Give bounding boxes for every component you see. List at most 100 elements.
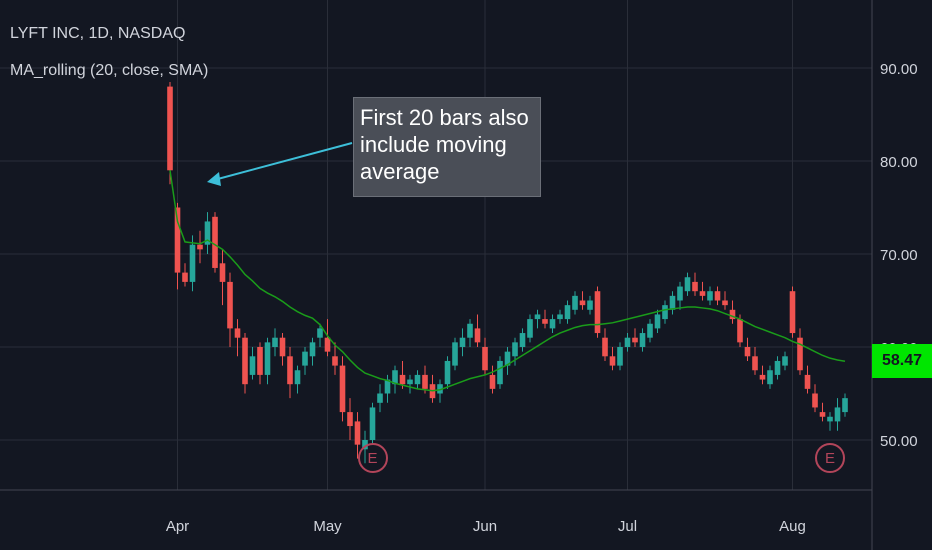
candle-body: [639, 333, 646, 347]
candle-body: [519, 333, 526, 347]
candle-body: [602, 337, 608, 357]
candle-body: [384, 379, 391, 394]
candle-body: [339, 365, 346, 413]
candle-body: [669, 295, 676, 310]
y-tick-label: 70.00: [880, 247, 918, 264]
candle-body: [317, 328, 323, 338]
candle-body: [662, 305, 668, 320]
candle-body: [414, 374, 421, 385]
candle-body: [527, 319, 533, 338]
candle-body: [437, 384, 443, 394]
candle-body: [219, 263, 226, 282]
annotation-callout[interactable]: First 20 bars also include moving averag…: [353, 97, 541, 197]
symbol-title: LYFT INC, 1D, NASDAQ: [10, 25, 186, 42]
candle-body: [324, 337, 331, 352]
candle-body: [249, 356, 256, 375]
candle-body: [609, 356, 616, 366]
candle-body: [594, 291, 601, 334]
candle-body: [737, 319, 743, 343]
annotation-arrow: [213, 142, 353, 181]
candle-body: [542, 319, 548, 324]
x-tick-label: Jul: [618, 518, 637, 535]
candle-body: [782, 356, 788, 366]
candle-body: [572, 295, 578, 310]
candle-body: [729, 309, 736, 320]
candle-body: [549, 319, 556, 329]
candle-body: [579, 300, 586, 306]
candle-body: [684, 277, 691, 292]
candle-body: [182, 272, 188, 282]
candle-body: [197, 244, 203, 250]
candle-body: [399, 374, 406, 385]
candle-body: [804, 374, 811, 389]
candle-body: [392, 370, 398, 385]
x-tick-label: May: [313, 518, 342, 535]
candle-body: [474, 328, 481, 343]
candle-body: [294, 370, 301, 385]
candle-body: [167, 86, 173, 171]
candle-body: [204, 221, 211, 245]
candle-body: [707, 291, 713, 301]
candle-body: [624, 337, 631, 347]
candle-body: [407, 379, 413, 385]
candle-body: [212, 216, 218, 268]
earnings-marker[interactable]: E: [815, 443, 845, 473]
candle-body: [234, 328, 241, 338]
candle-body: [452, 342, 458, 366]
candle-body: [692, 281, 698, 292]
candle-body: [332, 356, 338, 366]
candle-body: [482, 347, 488, 371]
candle-body: [699, 291, 706, 296]
candle-body: [504, 351, 511, 366]
candle-body: [279, 337, 286, 357]
candle-body: [752, 356, 758, 371]
candle-body: [422, 374, 428, 389]
candle-body: [797, 337, 803, 371]
indicator-label[interactable]: MA_rolling (20, close, SMA): [10, 62, 209, 79]
candle-body: [534, 314, 541, 320]
candle-body: [647, 323, 653, 338]
candle-body: [812, 393, 818, 408]
candle-body: [174, 207, 181, 273]
candle-body: [227, 281, 233, 329]
candle-body: [459, 337, 466, 347]
candle-body: [354, 421, 361, 445]
candle-body: [302, 351, 308, 366]
candle-body: [264, 342, 271, 375]
last-price-badge: 58.47: [872, 344, 932, 379]
x-tick-label: Aug: [779, 518, 806, 535]
candle-body: [512, 342, 518, 357]
candle-body: [827, 416, 833, 422]
candle-body: [759, 374, 766, 380]
candle-body: [369, 407, 376, 440]
y-tick-label: 80.00: [880, 154, 918, 171]
candle-body: [467, 323, 473, 338]
candle-body: [497, 360, 503, 385]
earnings-marker[interactable]: E: [357, 443, 388, 473]
candle-body: [767, 370, 773, 385]
candle-body: [444, 360, 451, 385]
candle-body: [272, 337, 278, 347]
candle-body: [677, 286, 683, 301]
candle-body: [564, 305, 571, 320]
candle-body: [617, 347, 623, 366]
candle-body: [309, 342, 316, 357]
candle-body: [722, 300, 728, 306]
y-tick-label: 90.00: [880, 61, 918, 78]
ma-line: [169, 170, 846, 392]
candle-body: [714, 291, 721, 301]
candle-body: [654, 314, 661, 329]
candle-body: [842, 398, 848, 413]
candle-body: [242, 337, 248, 385]
candle-body: [774, 360, 781, 375]
candle-body: [257, 347, 263, 375]
candle-body: [489, 374, 496, 389]
candle-body: [347, 412, 353, 427]
candle-body: [189, 244, 196, 282]
candle-body: [287, 356, 293, 385]
candle-body: [819, 412, 826, 417]
arrow-head: [207, 172, 221, 186]
candle-body: [834, 407, 841, 422]
candle-body: [377, 393, 383, 403]
